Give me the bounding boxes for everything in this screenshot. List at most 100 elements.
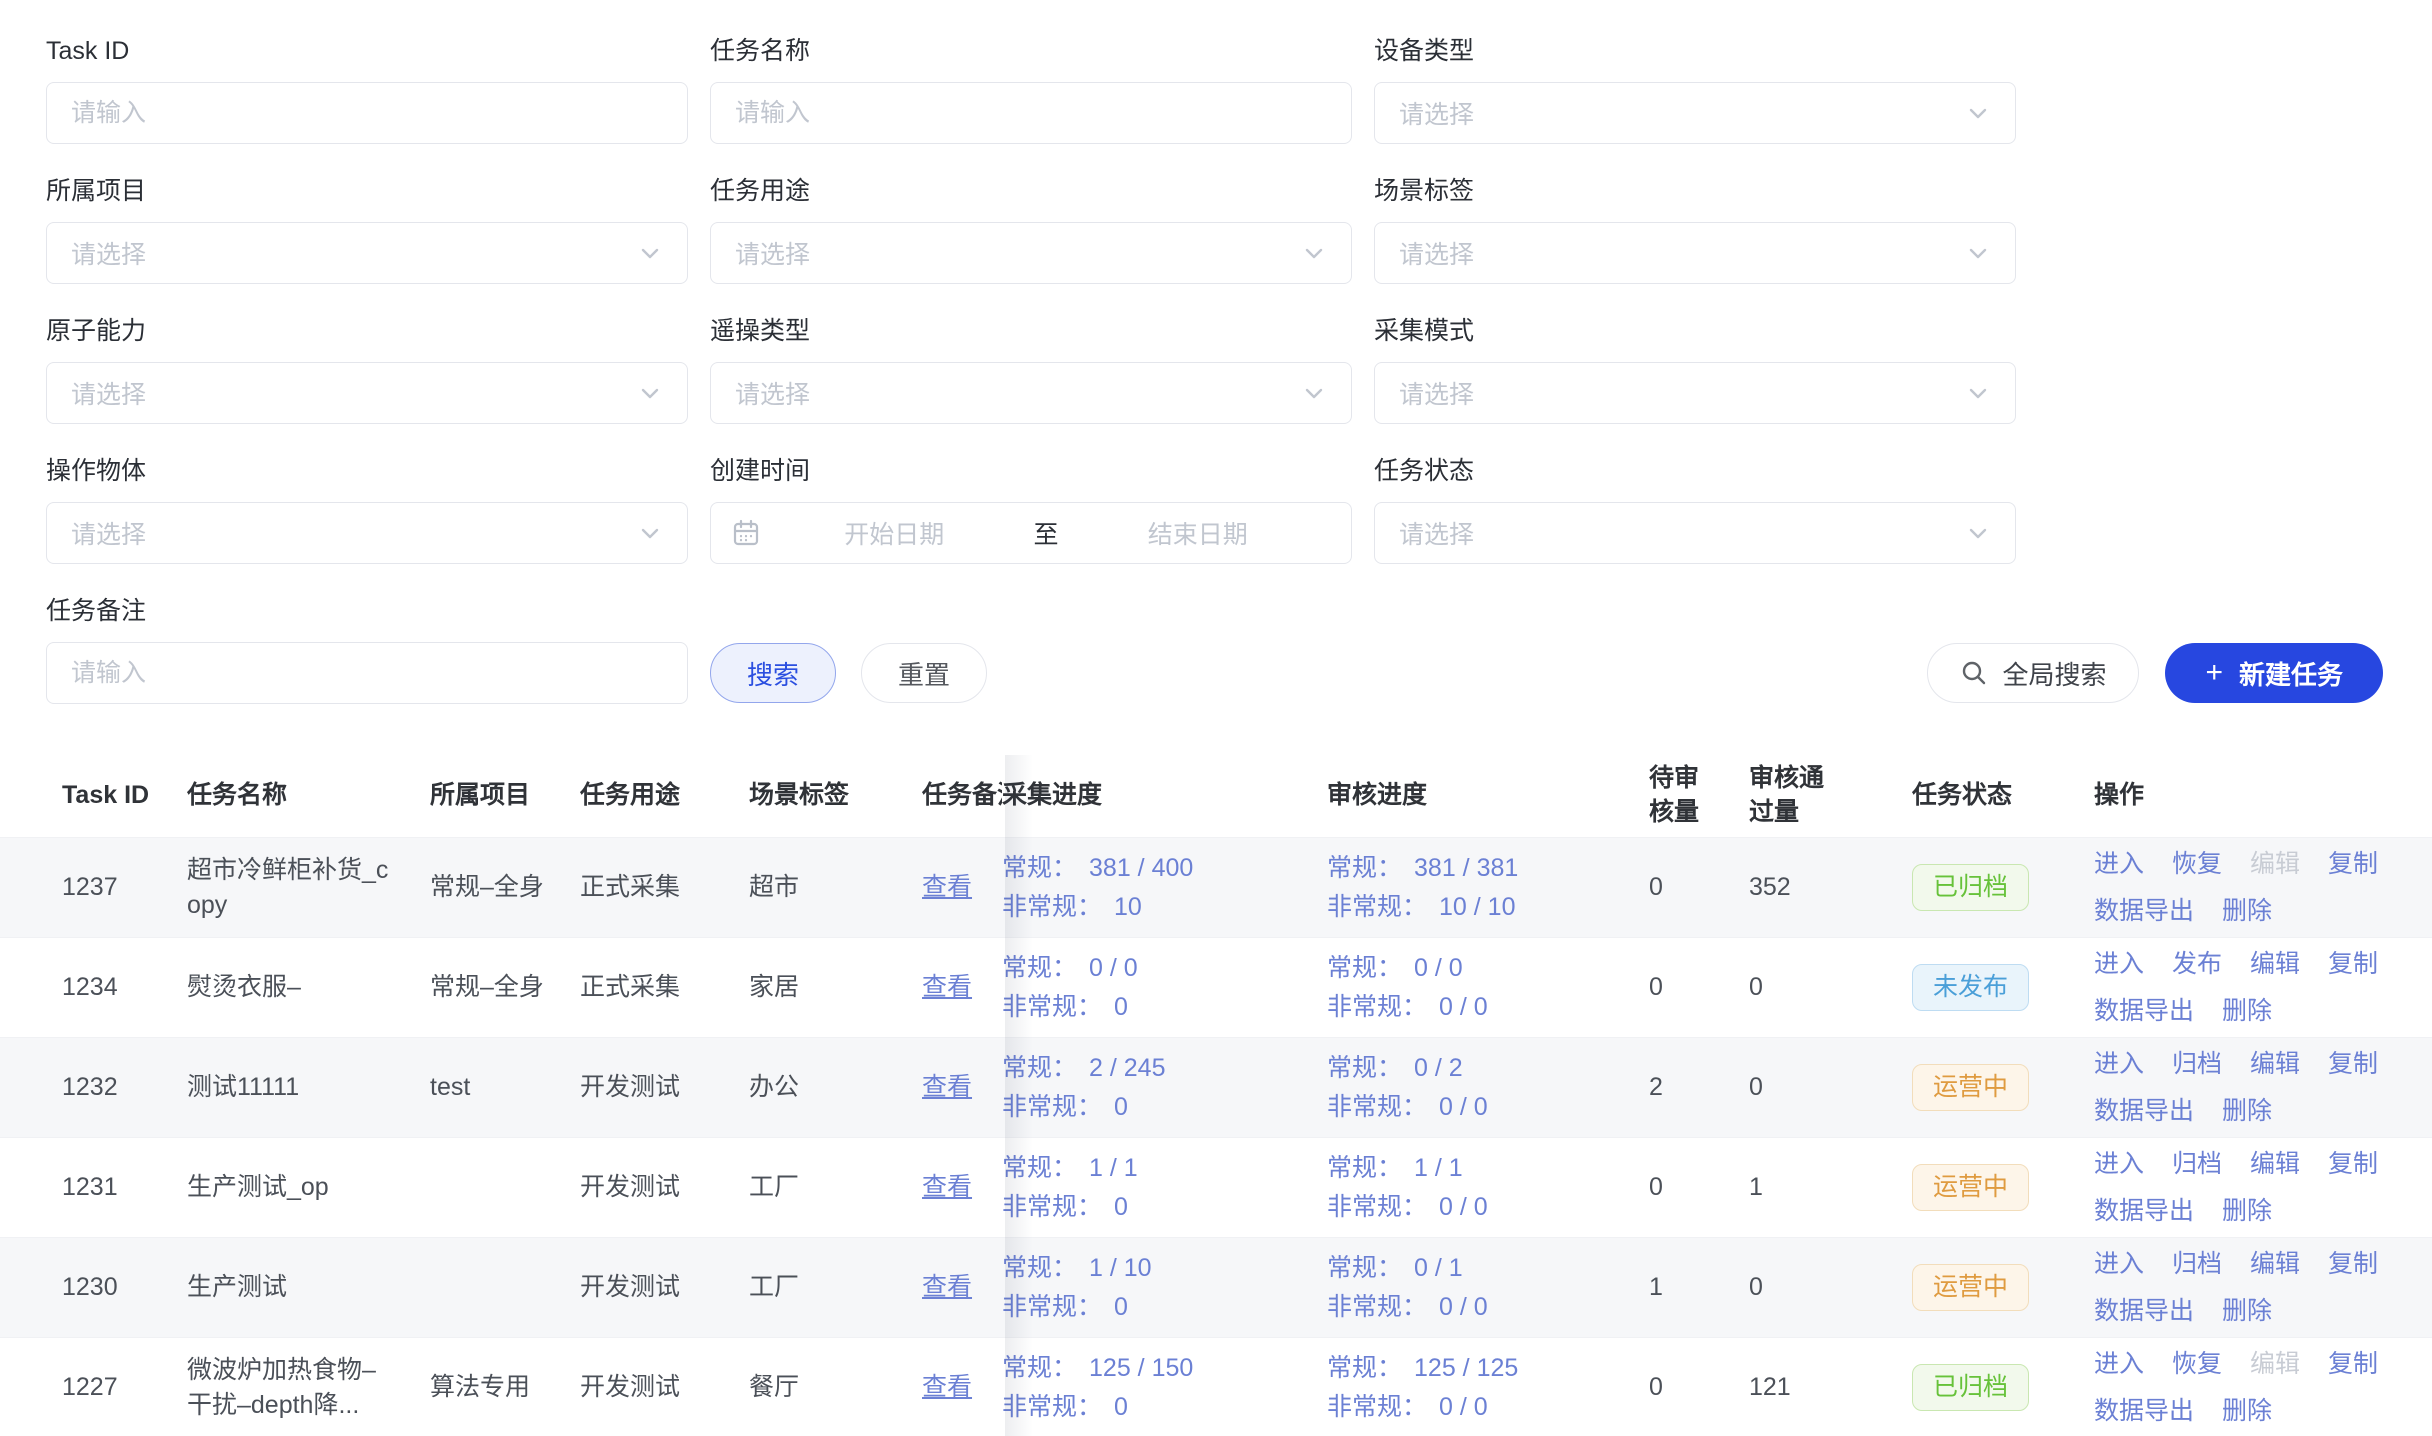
action-link[interactable]: 复制	[2328, 849, 2379, 878]
action-link[interactable]: 复制	[2328, 1049, 2379, 1078]
project-placeholder: 请选择	[71, 241, 147, 269]
view-remark-link[interactable]: 查看	[922, 1073, 973, 1101]
cell-review-progress-regular: 常规： 0 / 0	[1327, 953, 1463, 982]
action-link[interactable]: 编辑	[2250, 1149, 2301, 1178]
cell-pending-count: 0	[1649, 1173, 1663, 1201]
action-link[interactable]: 复制	[2328, 949, 2379, 978]
task-name-input[interactable]	[710, 82, 1352, 144]
task-id-input[interactable]	[46, 82, 688, 144]
view-remark-link[interactable]: 查看	[922, 973, 973, 1001]
project-select[interactable]: 请选择	[46, 222, 688, 284]
action-link[interactable]: 发布	[2172, 949, 2223, 978]
action-link[interactable]: 归档	[2172, 1249, 2223, 1278]
action-link[interactable]: 恢复	[2172, 849, 2223, 878]
cell-task-name: 生产测试	[187, 1273, 288, 1301]
action-link[interactable]: 归档	[2172, 1149, 2223, 1178]
action-link[interactable]: 复制	[2328, 1249, 2379, 1278]
cell-approved-count: 1	[1749, 1173, 1763, 1201]
table-header: Task ID 任务名称 所属项目 任务用途 场景标签 任务备注采集进度 审核进度 待审核量审…	[0, 754, 2432, 838]
scene-tag-select[interactable]: 请选择	[1374, 222, 2016, 284]
operation-object-select[interactable]: 请选择	[46, 502, 688, 564]
action-link[interactable]: 删除	[2222, 1196, 2273, 1225]
cell-task-id: 1232	[62, 1073, 118, 1101]
cell-review-progress-regular: 常规： 0 / 1	[1327, 1253, 1463, 1282]
action-link[interactable]: 编辑	[2250, 1049, 2301, 1078]
action-link[interactable]: 进入	[2094, 1349, 2145, 1378]
view-remark-link[interactable]: 查看	[922, 1373, 973, 1401]
action-link[interactable]: 数据导出	[2094, 996, 2195, 1025]
cell-collect-progress-irregular: 非常规： 0	[1002, 1092, 1128, 1121]
view-remark-link[interactable]: 查看	[922, 873, 973, 901]
action-link[interactable]: 复制	[2328, 1349, 2379, 1378]
cell-actions: 进入 恢复 编辑 复制 数据导出 删除	[2082, 847, 2427, 929]
filter-panel: Task ID任务名称设备类型请选择所属项目请选择任务用途请选择场景标签请选择原…	[0, 0, 2432, 596]
action-link[interactable]: 删除	[2222, 896, 2273, 925]
atomic-capability-label: 原子能力	[46, 317, 147, 345]
cell-task-id: 1231	[62, 1173, 118, 1201]
table-row: 1230 生产测试 开发测试 工厂 查看 常规： 1 / 10 非常规： 0 常规： 0 / 1 非常…	[0, 1238, 2432, 1338]
action-link[interactable]: 数据导出	[2094, 1296, 2195, 1325]
cell-project: 常规–全身	[430, 973, 544, 1001]
action-link[interactable]: 数据导出	[2094, 1396, 2195, 1425]
action-link[interactable]: 删除	[2222, 1296, 2273, 1325]
cell-remark: 查看	[912, 1070, 1002, 1105]
cell-status: 未发布	[1862, 964, 2082, 1011]
chevron-down-icon	[1965, 520, 1991, 546]
action-link[interactable]: 进入	[2094, 849, 2145, 878]
search-button[interactable]: 搜索	[710, 643, 837, 703]
filter-task-id: Task ID	[46, 36, 688, 144]
action-link[interactable]: 归档	[2172, 1049, 2223, 1078]
reset-button[interactable]: 重置	[861, 643, 988, 703]
cell-pending-count: 1	[1649, 1273, 1663, 1301]
action-link[interactable]: 数据导出	[2094, 1096, 2195, 1125]
action-link[interactable]: 删除	[2222, 1096, 2273, 1125]
view-remark-link[interactable]: 查看	[922, 1173, 973, 1201]
new-task-button[interactable]: + 新建任务	[2165, 643, 2383, 703]
task-name-label: 任务名称	[710, 37, 811, 65]
device-type-select[interactable]: 请选择	[1374, 82, 2016, 144]
create-time-label: 创建时间	[710, 457, 811, 485]
action-link[interactable]: 进入	[2094, 1049, 2145, 1078]
action-link[interactable]: 复制	[2328, 1149, 2379, 1178]
toolbar-row: 任务备注 搜索 重置 全局搜索 + 新建任务	[0, 596, 2432, 704]
action-link[interactable]: 编辑	[2250, 1249, 2301, 1278]
chevron-down-icon	[1965, 100, 1991, 126]
teleop-type-select[interactable]: 请选择	[710, 362, 1352, 424]
action-link[interactable]: 进入	[2094, 1149, 2145, 1178]
task-remark-input[interactable]	[46, 642, 688, 704]
cell-review-progress: 常规： 0 / 1 非常规： 0 / 0	[1327, 1249, 1637, 1327]
action-link[interactable]: 编辑	[2250, 949, 2301, 978]
atomic-capability-select[interactable]: 请选择	[46, 362, 688, 424]
cell-collect-progress-regular: 常规： 0 / 0	[1002, 953, 1138, 982]
action-link[interactable]: 进入	[2094, 949, 2145, 978]
filter-project: 所属项目请选择	[46, 176, 688, 284]
cell-review-progress: 常规： 381 / 381 非常规： 10 / 10	[1327, 849, 1637, 927]
action-link[interactable]: 删除	[2222, 996, 2273, 1025]
action-link[interactable]: 删除	[2222, 1396, 2273, 1425]
action-link[interactable]: 恢复	[2172, 1349, 2223, 1378]
device-type-placeholder: 请选择	[1399, 101, 1475, 129]
collection-mode-select[interactable]: 请选择	[1374, 362, 2016, 424]
filter-operation-object: 操作物体 请选择	[46, 456, 688, 564]
action-links: 进入 归档 编辑 复制数据导出 删除	[2094, 1147, 2407, 1229]
cell-review-progress-irregular: 非常规： 10 / 10	[1327, 892, 1516, 921]
date-separator: 至	[1033, 521, 1059, 549]
view-remark-link[interactable]: 查看	[922, 1273, 973, 1301]
filter-task-name: 任务名称	[710, 36, 1352, 144]
global-search-button[interactable]: 全局搜索	[1927, 643, 2140, 703]
cell-approved-count: 0	[1749, 1073, 1763, 1101]
action-link[interactable]: 数据导出	[2094, 896, 2195, 925]
cell-actions: 进入 归档 编辑 复制数据导出 删除	[2082, 1047, 2427, 1129]
task-purpose-label: 任务用途	[710, 177, 811, 205]
create-time-daterange[interactable]: 开始日期 至 结束日期	[710, 502, 1352, 564]
task-purpose-select[interactable]: 请选择	[710, 222, 1352, 284]
action-link[interactable]: 数据导出	[2094, 1196, 2195, 1225]
action-link[interactable]: 进入	[2094, 1249, 2145, 1278]
table-row: 1231 生产测试_op 开发测试 工厂 查看 常规： 1 / 1 非常规： 0 常规： 1 / 1…	[0, 1138, 2432, 1238]
cell-collect-progress-regular: 常规： 125 / 150	[1002, 1353, 1194, 1382]
cell-purpose: 开发测试	[580, 1173, 681, 1201]
task-status-select[interactable]: 请选择	[1374, 502, 2016, 564]
project-label: 所属项目	[46, 177, 147, 205]
chevron-down-icon	[637, 520, 663, 546]
